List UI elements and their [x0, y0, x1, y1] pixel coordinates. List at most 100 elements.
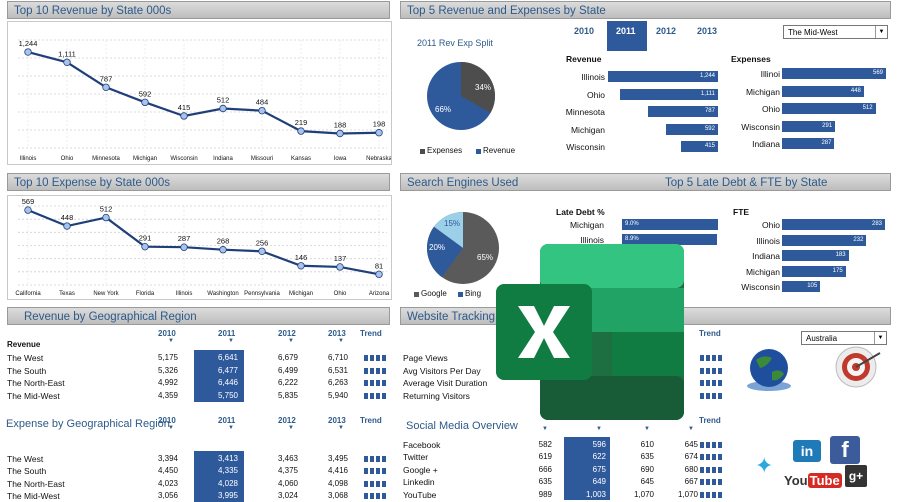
- bar-label: Minnesota: [565, 107, 605, 117]
- expense-line-chart-svg: 569 California 448 Texas 512 New York 291 Flori…: [15, 197, 390, 297]
- bar-value: 569: [872, 70, 883, 76]
- filter-arrow-icon[interactable]: ▼: [228, 425, 234, 431]
- cell-value: 649: [592, 477, 606, 487]
- trend-sparkbar: [700, 454, 722, 461]
- data-point: [141, 242, 149, 251]
- bar-label: Illinois: [756, 235, 780, 246]
- filter-arrow-icon[interactable]: ▼: [644, 426, 650, 432]
- section-label: Revenue: [7, 340, 41, 349]
- facebook-icon: f: [830, 436, 860, 464]
- linkedin-icon: in: [793, 440, 821, 462]
- expenses-header: Expenses: [731, 54, 771, 64]
- legend-revenue: Revenue: [483, 146, 516, 155]
- data-label: 287: [178, 234, 191, 243]
- tick-label: Texas: [59, 291, 75, 297]
- twitter-icon: ✦: [755, 453, 774, 478]
- cell-value: 3,024: [277, 490, 298, 500]
- data-point: [24, 48, 32, 56]
- row-label: Twitter: [403, 452, 429, 463]
- filter-arrow-icon[interactable]: ▼: [168, 425, 174, 431]
- trend-sparkbar: [364, 367, 386, 374]
- pie-slice-bing: [426, 226, 463, 278]
- year-2011[interactable]: 2011: [616, 26, 636, 36]
- chevron-down-icon[interactable]: ▼: [874, 332, 886, 344]
- year-2010[interactable]: 2010: [574, 26, 595, 36]
- filter-arrow-icon[interactable]: ▼: [596, 426, 602, 432]
- rev-geo-header: Revenue by Geographical Region: [7, 307, 390, 325]
- data-label: 512: [100, 205, 113, 214]
- cell-value: 645: [684, 440, 698, 449]
- row-label: The South: [7, 365, 47, 376]
- year-header: 2012: [278, 329, 296, 338]
- trend-sparkbar: [700, 392, 722, 399]
- bar-value: 787: [704, 108, 715, 114]
- year-2013[interactable]: 2013: [697, 26, 718, 36]
- bar-value: 8.9%: [625, 236, 639, 242]
- expense-state-title: Top 10 Expense by State 000s: [14, 177, 170, 189]
- data-label: 787: [100, 74, 113, 83]
- series-line: [27, 50, 380, 135]
- target-icon: [835, 346, 881, 388]
- social-trend-header: Trend: [699, 416, 721, 425]
- cell-value: 5,835: [277, 390, 298, 400]
- data-point: [63, 58, 71, 66]
- trend-sparkbar: [700, 355, 722, 361]
- data-label: 146: [295, 253, 308, 262]
- pie-label-expenses: 34%: [475, 83, 491, 92]
- tick-label: Illinois: [20, 156, 37, 162]
- data-point: [180, 243, 188, 251]
- cell-value: 5,326: [157, 365, 178, 375]
- search-header: Search Engines Used Top 5 Late Debt & FT…: [400, 173, 891, 191]
- trend-sparkbar: [364, 392, 386, 399]
- bar-label: Michigan: [745, 86, 780, 97]
- filter-arrow-icon[interactable]: ▼: [338, 425, 344, 431]
- tick-label: Iowa: [334, 156, 347, 162]
- year-2012[interactable]: 2012: [656, 26, 677, 36]
- rev-geo-title: Revenue by Geographical Region: [24, 311, 197, 323]
- row-label: The Mid-West: [7, 490, 60, 501]
- filter-arrow-icon[interactable]: ▼: [542, 426, 548, 432]
- expense-line-chart: 569 California 448 Texas 512 New York 291 Flori…: [7, 195, 392, 300]
- data-point: [102, 83, 110, 91]
- bar-value: 448: [850, 87, 861, 94]
- data-label: 415: [178, 103, 191, 112]
- chevron-down-icon[interactable]: ▼: [875, 26, 887, 38]
- tick-label: New York: [93, 291, 119, 297]
- tick-label: Michigan: [133, 156, 157, 162]
- highlight-column: [194, 451, 244, 502]
- tick-label: Arizona: [369, 291, 390, 297]
- tick-label: Pennsylvania: [244, 291, 280, 297]
- pie-slice-expenses: [461, 62, 495, 113]
- filter-arrow-icon[interactable]: ▼: [338, 338, 344, 344]
- cell-value: 4,416: [327, 466, 348, 476]
- data-point: [63, 222, 71, 230]
- trend-sparkbar: [364, 468, 386, 475]
- data-point: [258, 106, 266, 115]
- cell-value: 6,499: [277, 365, 298, 375]
- cell-value: 1,070: [633, 489, 654, 499]
- bar-label: Ohio: [762, 104, 780, 114]
- tick-label: Minnesota: [92, 156, 120, 162]
- bar-value: 1,244: [699, 73, 715, 79]
- data-label: 484: [256, 98, 269, 107]
- data-label: 268: [217, 237, 230, 246]
- filter-arrow-icon[interactable]: ▼: [688, 426, 694, 432]
- filter-arrow-icon[interactable]: ▼: [228, 338, 234, 344]
- data-bar: 569: [782, 68, 886, 79]
- trend-sparkbar: [700, 466, 722, 473]
- filter-arrow-icon[interactable]: ▼: [288, 338, 294, 344]
- country-select[interactable]: Australia ▼: [801, 331, 887, 345]
- row-label: The South: [7, 466, 47, 477]
- tick-label: Illinois: [176, 291, 193, 297]
- filter-arrow-icon[interactable]: ▼: [168, 338, 174, 344]
- cell-value: 4,028: [217, 478, 238, 488]
- filter-arrow-icon[interactable]: ▼: [288, 425, 294, 431]
- cell-value: 635: [538, 477, 552, 487]
- data-point: [297, 127, 305, 135]
- region-select[interactable]: The Mid-West ▼: [783, 25, 888, 39]
- data-point: [141, 98, 149, 107]
- bar-label: Ohio: [762, 220, 780, 230]
- revenue-line-chart: 1,244 Illinois 1,111 Ohio 787 Minnesota 592 Mic…: [7, 21, 392, 165]
- region-select-value: The Mid-West: [788, 28, 838, 37]
- data-label: 256: [256, 238, 269, 247]
